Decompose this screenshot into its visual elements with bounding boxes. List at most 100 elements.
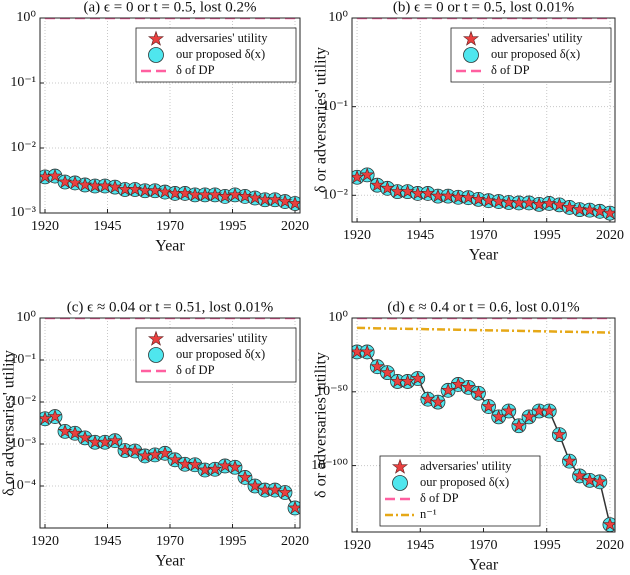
x-tick-label: 2020 <box>596 228 624 243</box>
data-point <box>167 452 183 466</box>
y-tick-label: 10⁰ <box>328 10 348 25</box>
y-tick-label: 10⁻¹ <box>322 99 348 114</box>
data-point <box>471 385 486 400</box>
subplot: 10⁻⁴ 10⁻³ 10⁻² 10⁻¹ 10⁰ 1920 1945 1970 1995 2020 (… <box>1 299 309 569</box>
data-point <box>451 189 466 204</box>
data-point <box>97 178 113 192</box>
y-tick-label: 10⁰ <box>16 10 36 25</box>
y-tick-label: 10⁻¹⁰⁰ <box>311 458 348 473</box>
y-tick-label: 10⁰ <box>16 310 36 325</box>
data-point <box>360 344 375 358</box>
x-tick-label: 1970 <box>156 219 184 234</box>
y-tick-label: 10⁻⁴ <box>10 478 36 493</box>
data-point <box>187 457 203 471</box>
data-point <box>572 468 587 482</box>
x-tick-label: 1995 <box>219 219 247 234</box>
data-point <box>67 175 83 189</box>
legend-swatch <box>148 330 164 346</box>
subplot-title: (a) ϵ = 0 or t = 0.5, lost 0.2% <box>84 0 257 15</box>
axes-frame <box>39 17 301 214</box>
x-tick-label: 1970 <box>156 534 184 549</box>
data-point <box>127 182 143 196</box>
data-point <box>522 409 537 423</box>
data-point <box>107 433 123 447</box>
data-point <box>177 186 193 200</box>
x-axis-label: Year <box>155 553 185 570</box>
x-tick-label: 1920 <box>343 228 371 243</box>
data-point <box>237 189 253 203</box>
x-tick-label: 1945 <box>94 219 122 234</box>
legend-label: our proposed δ(x) <box>420 475 509 489</box>
data-point <box>177 456 193 471</box>
data-point <box>57 423 73 438</box>
legend-swatch <box>463 30 479 46</box>
legend-label: our proposed δ(x) <box>176 47 265 61</box>
legend-label: adversaries' utility <box>176 331 268 345</box>
data-point <box>461 190 476 204</box>
data-point <box>370 177 385 192</box>
legend-swatch <box>148 30 164 46</box>
x-axis-label: Year <box>469 557 499 574</box>
data-point <box>360 167 375 181</box>
data-point <box>471 192 486 206</box>
x-axis-label: Year <box>469 247 499 264</box>
x-tick-label: 1920 <box>31 534 59 549</box>
x-tick-label: 1995 <box>533 538 561 553</box>
data-point <box>157 445 173 460</box>
data-point <box>562 453 577 468</box>
data-point <box>127 443 143 457</box>
data-point <box>207 187 223 201</box>
x-tick-label: 1945 <box>406 538 434 553</box>
y-tick-label: 10⁻⁵⁰ <box>316 384 348 399</box>
data-point <box>157 184 173 199</box>
legend-swatch <box>148 47 164 63</box>
y-tick-label: 10⁻³ <box>10 436 36 451</box>
data-point <box>227 459 243 474</box>
legend-label: δ of DP <box>491 63 530 77</box>
data-point <box>237 470 253 484</box>
data-point <box>572 202 587 216</box>
data-point <box>511 418 526 432</box>
data-point <box>97 434 113 449</box>
y-tick-label: 10⁻³ <box>10 205 36 220</box>
legend-swatch <box>392 475 408 491</box>
x-tick-label: 1920 <box>31 219 59 234</box>
data-point <box>267 192 283 206</box>
legend-label: n⁻¹ <box>420 507 437 521</box>
data-point <box>217 458 233 472</box>
subplot-title: (d) ϵ ≈ 0.4 or t = 0.6, lost 0.01% <box>387 299 579 315</box>
x-tick-label: 1970 <box>470 538 498 553</box>
legend-label: our proposed δ(x) <box>176 347 265 361</box>
legend-swatch <box>463 47 479 63</box>
legend-swatch <box>392 458 408 474</box>
data-point <box>410 371 425 385</box>
data-point <box>542 403 557 417</box>
data-point <box>267 482 283 497</box>
data-point <box>441 382 456 397</box>
data-point <box>227 187 243 201</box>
data-point <box>501 403 516 417</box>
y-tick-label: 10⁰ <box>328 310 348 325</box>
data-point <box>247 190 263 204</box>
plot-content <box>40 318 300 516</box>
legend-label: our proposed δ(x) <box>491 47 580 61</box>
data-point <box>57 174 73 188</box>
data-point <box>552 427 567 441</box>
y-tick-label: 10⁻² <box>10 140 36 155</box>
y-tick-label: 10⁻¹ <box>10 75 36 90</box>
y-axis-label: δ or adversaries' utility <box>1 350 18 496</box>
x-axis-label: Year <box>155 238 185 255</box>
x-tick-label: 2020 <box>281 534 309 549</box>
x-tick-label: 1945 <box>94 534 122 549</box>
legend-label: adversaries' utility <box>491 31 583 45</box>
data-point <box>117 443 133 457</box>
data-point <box>451 377 466 391</box>
axes-frame <box>39 317 301 529</box>
legend-label: δ of DP <box>176 363 215 377</box>
data-point <box>47 168 63 183</box>
y-axis-label: δ or adversaries' utility <box>313 352 330 498</box>
data-point <box>522 195 537 209</box>
data-point <box>47 409 63 423</box>
data-point <box>400 374 415 388</box>
data-point <box>77 430 93 444</box>
